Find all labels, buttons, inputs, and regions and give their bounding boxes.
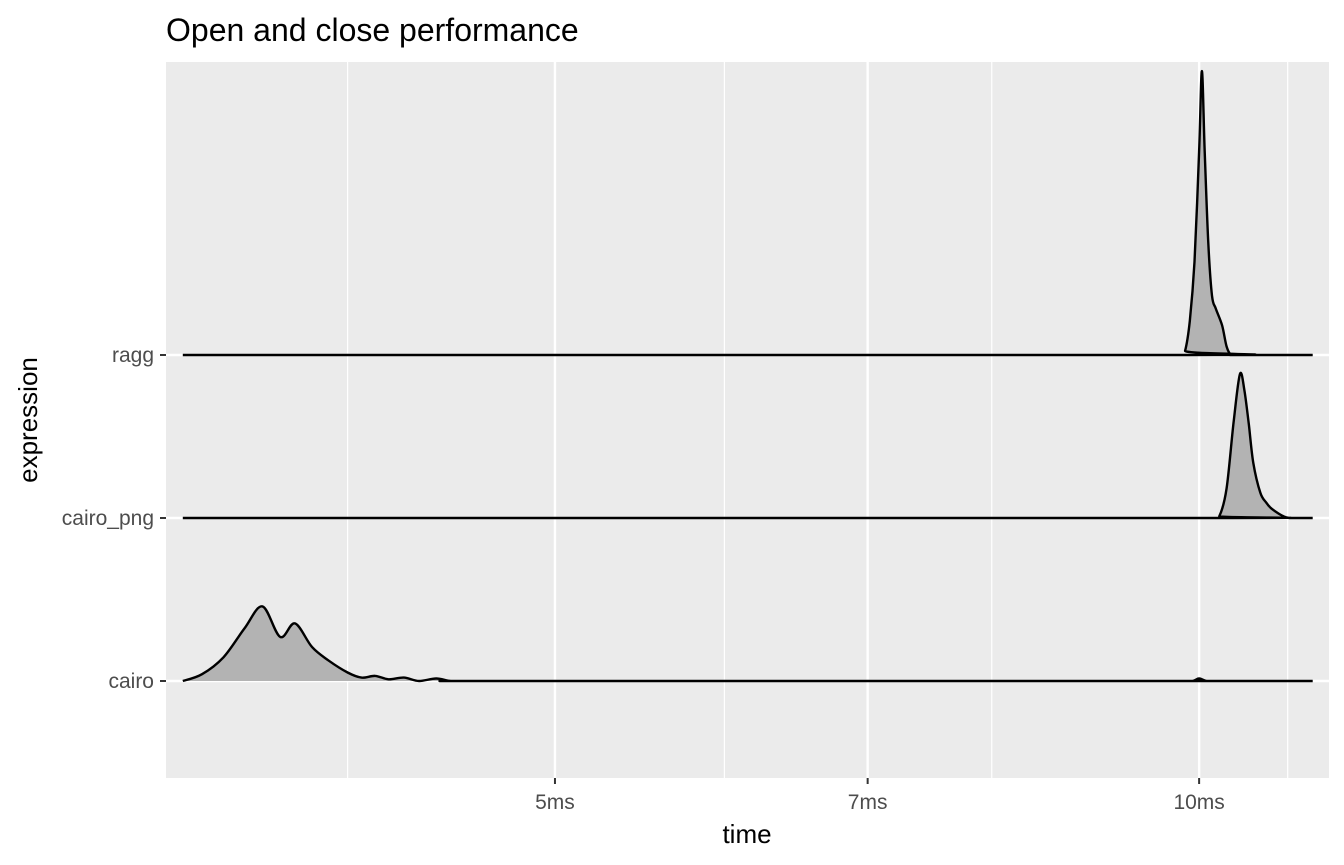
chart-title: Open and close performance (166, 12, 579, 48)
ridge-line-cairo (182, 605, 1313, 683)
ridge-fill-ragg (182, 71, 1313, 355)
ridge-line-cairo-png (182, 371, 1313, 520)
ridge-line-ragg (182, 69, 1313, 357)
x-tick-label: 7ms (848, 791, 888, 814)
x-axis-title: time (722, 819, 771, 849)
y-axis-title: expression (13, 357, 43, 483)
plot-panel (166, 62, 1329, 778)
minor-gridlines (346, 62, 1289, 778)
density-ridges (182, 69, 1313, 683)
y-axis: cairo cairo_png ragg (62, 344, 166, 693)
x-tick-label: 10ms (1173, 791, 1224, 814)
x-axis: 5ms 7ms 10ms (535, 778, 1225, 814)
y-tick-label: ragg (112, 344, 154, 367)
ridge-fill-cairo (182, 606, 1313, 681)
y-tick-label: cairo_png (62, 507, 154, 530)
x-tick-label: 5ms (535, 791, 575, 814)
y-tick-label: cairo (108, 670, 154, 693)
